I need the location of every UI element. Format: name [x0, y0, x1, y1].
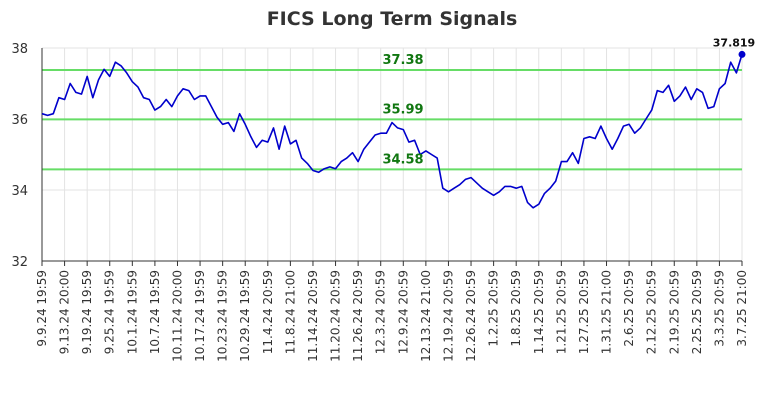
x-tick-label: 12.9.24 20:59: [396, 270, 410, 354]
chart-title: FICS Long Term Signals: [266, 8, 518, 30]
x-tick-label: 9.19.24 19:59: [80, 270, 94, 354]
x-tick-label: 11.20.24 20:59: [329, 270, 343, 362]
x-tick-label: 12.26.24 20:59: [464, 270, 478, 362]
signal-line-label: 34.58: [382, 152, 423, 167]
x-tick-label: 1.8.25 20:59: [509, 270, 523, 347]
labels-layer: 37.38 35.99 34.58 37.819: [382, 36, 755, 167]
x-tick-label: 11.14.24 20:59: [306, 270, 320, 362]
signal-line-label: 37.38: [382, 53, 423, 68]
x-tick-label: 10.29.24 19:59: [238, 270, 252, 362]
last-point-label: 37.819: [713, 36, 755, 49]
y-tick-label: 34: [11, 184, 28, 199]
x-tick-label: 11.4.24 20:59: [261, 270, 275, 354]
x-tick-label: 11.26.24 20:59: [351, 270, 365, 362]
y-tick-label: 38: [11, 42, 28, 57]
x-tick-label: 10.17.24 19:59: [193, 270, 207, 362]
x-tick-label: 1.21.25 20:59: [554, 270, 568, 354]
x-tick-label: 10.11.24 20:00: [170, 270, 184, 362]
x-tick-label: 1.27.25 20:59: [577, 270, 591, 354]
last-point-marker: [738, 50, 746, 58]
x-tick-label: 1.31.25 21:00: [600, 270, 614, 354]
x-tick-label: 12.3.24 20:59: [374, 270, 388, 354]
y-tick-label: 36: [11, 113, 28, 128]
x-tick-label: 12.13.24 21:00: [419, 270, 433, 362]
x-tick-label: 2.12.25 20:59: [645, 270, 659, 354]
x-tick-label: 1.14.25 20:59: [532, 270, 546, 354]
x-tick-label: 10.23.24 19:59: [216, 270, 230, 362]
signal-line-label: 35.99: [382, 102, 423, 117]
x-tick-label: 2.19.25 20:59: [667, 270, 681, 354]
axes: 32 34 36 38 9.9.24 19:59 9.13.24 20:00 9.19.24…: [11, 42, 749, 362]
x-tick-label: 9.13.24 20:00: [58, 270, 72, 354]
x-tick-label: 2.25.25 20:59: [690, 270, 704, 354]
x-tick-label: 9.9.24 19:59: [35, 270, 49, 347]
x-tick-label: 10.1.24 19:59: [125, 270, 139, 354]
x-tick-label: 12.19.24 20:59: [441, 270, 455, 362]
signal-lines: [42, 69, 742, 171]
x-tick-label: 3.3.25 20:59: [712, 270, 726, 347]
x-tick-label: 9.25.24 19:59: [103, 270, 117, 354]
x-tick-label: 11.8.24 21:00: [283, 270, 297, 354]
x-tick-label: 1.2.25 20:59: [487, 270, 501, 347]
x-tick-label: 2.6.25 20:59: [622, 270, 636, 347]
x-tick-label: 3.7.25 21:00: [735, 270, 749, 347]
grid-layer: [41, 47, 743, 262]
x-tick-label: 10.7.24 19:59: [148, 270, 162, 354]
price-series-line: [41, 54, 743, 209]
y-tick-label: 32: [11, 255, 28, 270]
series-layer: [41, 50, 746, 209]
